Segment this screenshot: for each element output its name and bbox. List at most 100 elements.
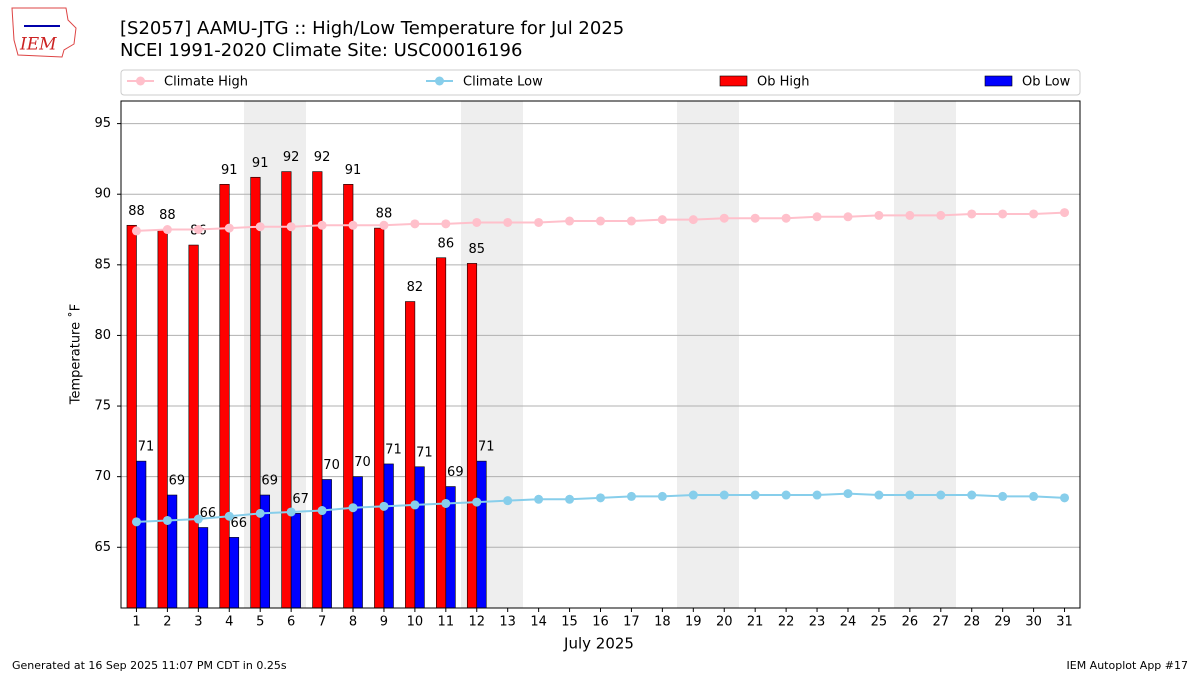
x-tick-label: 17 — [623, 615, 640, 630]
data-label: 92 — [283, 150, 300, 165]
point — [441, 498, 451, 508]
point — [348, 503, 358, 513]
legend-label: Climate High — [164, 75, 248, 90]
point — [719, 490, 729, 500]
y-tick-label: 90 — [94, 187, 111, 202]
footer-left: Generated at 16 Sep 2025 11:07 PM CDT in… — [12, 659, 287, 672]
bar — [383, 463, 394, 609]
chart-subtitle: NCEI 1991-2020 Climate Site: USC00016196 — [120, 40, 522, 61]
x-tick-label: 24 — [840, 615, 857, 630]
x-tick-label: 13 — [499, 615, 516, 630]
point — [348, 220, 358, 230]
x-tick-label: 30 — [1025, 615, 1042, 630]
point — [503, 496, 513, 506]
y-tick-label: 75 — [94, 399, 111, 414]
data-label: 66 — [231, 516, 248, 531]
bar — [188, 244, 199, 609]
data-label: 69 — [447, 465, 464, 480]
point — [874, 210, 884, 220]
point — [131, 517, 141, 527]
bar — [476, 460, 487, 609]
data-label: 71 — [385, 442, 402, 457]
bar — [321, 479, 332, 609]
point — [936, 490, 946, 500]
point — [596, 493, 605, 503]
legend — [120, 69, 1081, 96]
y-axis-label: Temperature ˚F — [68, 304, 84, 405]
point — [967, 490, 977, 500]
x-tick-label: 16 — [592, 615, 609, 630]
x-tick-label: 11 — [438, 615, 455, 630]
x-tick-label: 18 — [654, 615, 671, 630]
data-label: 71 — [416, 445, 433, 460]
point — [843, 212, 853, 222]
x-tick-label: 2 — [163, 615, 171, 630]
data-label: 69 — [169, 474, 186, 489]
x-tick-label: 23 — [809, 615, 826, 630]
x-tick-label: 29 — [994, 615, 1011, 630]
point — [286, 507, 296, 517]
point — [657, 215, 667, 225]
point — [441, 219, 451, 229]
legend-marker — [435, 76, 444, 86]
data-label: 82 — [407, 280, 424, 295]
point — [255, 222, 265, 232]
data-label: 88 — [128, 204, 145, 219]
data-label: 92 — [314, 150, 331, 165]
legend-label: Climate Low — [463, 75, 543, 90]
point — [379, 220, 389, 230]
point — [967, 209, 977, 219]
x-tick-label: 10 — [407, 615, 424, 630]
x-tick-label: 5 — [256, 615, 264, 630]
point — [503, 217, 513, 227]
bar — [405, 301, 416, 609]
logo: IEM — [11, 7, 77, 58]
x-tick-label: 8 — [349, 615, 357, 630]
data-label: 69 — [261, 474, 278, 489]
bar — [290, 513, 301, 609]
x-tick-label: 1 — [132, 615, 140, 630]
x-tick-label: 20 — [716, 615, 733, 630]
point — [162, 515, 172, 525]
x-axis-label: July 2025 — [563, 635, 634, 653]
bar — [157, 229, 168, 609]
x-tick-label: 14 — [530, 615, 547, 630]
data-label: 71 — [138, 440, 155, 455]
data-label: 70 — [323, 458, 340, 473]
x-tick-label: 31 — [1056, 615, 1073, 630]
logo-outline — [11, 7, 77, 58]
point — [193, 514, 203, 524]
point — [781, 490, 791, 500]
bar — [374, 227, 385, 609]
point — [472, 497, 482, 507]
bar — [414, 466, 425, 609]
x-tick-label: 19 — [685, 615, 702, 630]
x-tick-label: 28 — [963, 615, 980, 630]
point — [1060, 493, 1070, 503]
logo-text: IEM — [19, 35, 57, 55]
point — [843, 489, 853, 499]
y-tick-label: 85 — [94, 257, 111, 272]
point — [596, 216, 605, 226]
point — [688, 490, 698, 500]
point — [998, 209, 1008, 219]
point — [781, 213, 791, 223]
bar — [436, 257, 447, 609]
bar — [343, 184, 354, 609]
point — [812, 490, 822, 500]
legend-swatch — [719, 75, 748, 87]
data-label: 91 — [221, 163, 238, 178]
point — [162, 225, 172, 235]
data-label: 91 — [345, 163, 362, 178]
point — [750, 213, 760, 223]
point — [719, 213, 729, 223]
bar — [281, 171, 292, 609]
legend-marker — [136, 76, 145, 86]
bar — [312, 171, 323, 609]
point — [379, 501, 389, 511]
x-tick-label: 4 — [225, 615, 233, 630]
y-tick-label: 65 — [94, 540, 111, 555]
legend-swatch — [984, 75, 1013, 87]
x-tick-label: 12 — [468, 615, 485, 630]
x-tick-label: 27 — [933, 615, 950, 630]
